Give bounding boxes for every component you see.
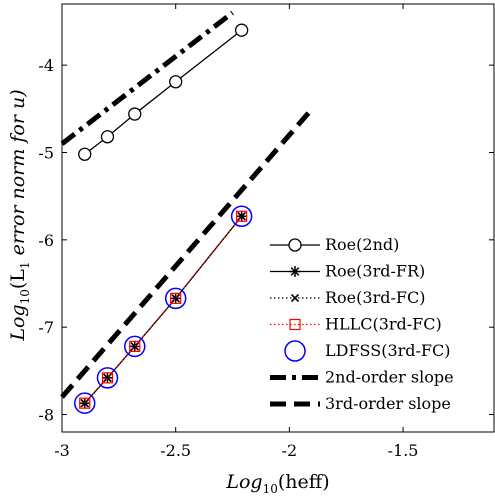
data-point [170, 292, 182, 304]
series-line [60, 10, 235, 146]
data-point [171, 294, 180, 303]
legend-label: 3rd-order slope [325, 394, 451, 413]
legend-entry: Roe(3rd-FC) [270, 288, 425, 307]
data-point [234, 23, 249, 37]
data-point [164, 287, 187, 310]
y-tick-label: -4 [38, 56, 54, 75]
series [73, 205, 253, 414]
series-line [84, 215, 243, 404]
data-point [290, 293, 300, 303]
legend-entry: 2nd-order slope [270, 368, 454, 387]
data-point [236, 210, 248, 222]
data-point [288, 238, 302, 252]
legend-entry: Roe(2nd) [270, 235, 399, 254]
y-tick-label: -8 [38, 406, 54, 425]
legend-label: Roe(3rd-FC) [325, 288, 425, 307]
y-tick-label: -5 [38, 143, 54, 162]
series-line [84, 215, 243, 404]
data-point [100, 130, 115, 144]
data-point [78, 147, 92, 161]
legend: Roe(2nd) Roe(3rd-FR) Roe(3rd-FC) HLLC(3rd-F… [268, 229, 478, 421]
y-tick-label: -7 [38, 318, 54, 337]
data-point [124, 335, 146, 358]
legend-label: Roe(2nd) [325, 235, 399, 254]
legend-label: HLLC(3rd-FC) [325, 315, 442, 334]
legend-label: Roe(3rd-FR) [325, 262, 425, 281]
x-tick-label: -2.5 [160, 441, 191, 460]
x-tick-label: -3 [54, 441, 70, 460]
data-point [129, 340, 141, 352]
x-tick-label: -1.5 [388, 441, 419, 460]
data-point [101, 372, 114, 384]
data-point [230, 205, 253, 228]
x-tick-label: -2 [282, 441, 298, 460]
data-point [79, 397, 91, 409]
series [79, 210, 248, 409]
series-line [60, 107, 314, 399]
series-line [84, 215, 243, 404]
legend-label: 2nd-order slope [325, 368, 454, 387]
y-axis-label: Log10(L1 error norm for u) [7, 89, 32, 341]
data-point [289, 266, 301, 277]
y-tick-label: -6 [38, 231, 54, 250]
series [60, 10, 235, 146]
legend-entry: Roe(3rd-FR) [270, 262, 425, 281]
legend-label: LDFSS(3rd-FC) [325, 341, 451, 360]
data-point [73, 392, 96, 414]
data-point [289, 318, 301, 331]
data-point [128, 107, 142, 121]
legend-entry: 3rd-order slope [270, 394, 451, 413]
data-point [96, 367, 119, 389]
axes-frame [61, 3, 495, 433]
series [60, 107, 314, 399]
data-point [284, 340, 306, 362]
series [78, 23, 249, 161]
legend-entry: HLLC(3rd-FC) [270, 315, 442, 334]
x-axis-label: Log10(heff) [225, 471, 329, 496]
data-point [169, 75, 183, 89]
legend-entry: LDFSS(3rd-FC) [284, 340, 451, 362]
